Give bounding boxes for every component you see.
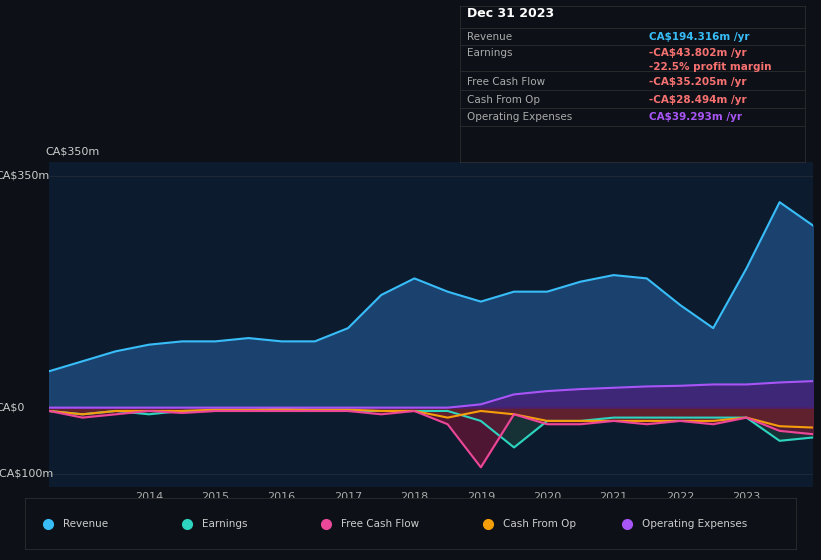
Text: Revenue: Revenue <box>466 32 511 42</box>
Text: CA$0: CA$0 <box>0 403 25 413</box>
Text: Cash From Op: Cash From Op <box>466 95 539 105</box>
Text: Free Cash Flow: Free Cash Flow <box>466 77 545 87</box>
Text: Dec 31 2023: Dec 31 2023 <box>466 7 554 20</box>
Text: CA$350m: CA$350m <box>45 146 99 156</box>
Text: CA$194.316m /yr: CA$194.316m /yr <box>649 32 750 42</box>
Text: Operating Expenses: Operating Expenses <box>466 112 572 122</box>
Text: Earnings: Earnings <box>466 48 512 58</box>
Text: CA$350m: CA$350m <box>0 171 50 181</box>
Text: -CA$35.205m /yr: -CA$35.205m /yr <box>649 77 747 87</box>
Text: Cash From Op: Cash From Op <box>503 519 576 529</box>
Text: Operating Expenses: Operating Expenses <box>642 519 747 529</box>
Text: Revenue: Revenue <box>63 519 108 529</box>
Text: -CA$100m: -CA$100m <box>0 469 54 479</box>
Text: -CA$28.494m /yr: -CA$28.494m /yr <box>649 95 747 105</box>
Text: -CA$43.802m /yr: -CA$43.802m /yr <box>649 48 747 58</box>
Text: Free Cash Flow: Free Cash Flow <box>341 519 420 529</box>
Text: Earnings: Earnings <box>202 519 248 529</box>
Text: CA$39.293m /yr: CA$39.293m /yr <box>649 112 742 122</box>
Text: -22.5% profit margin: -22.5% profit margin <box>649 62 772 72</box>
